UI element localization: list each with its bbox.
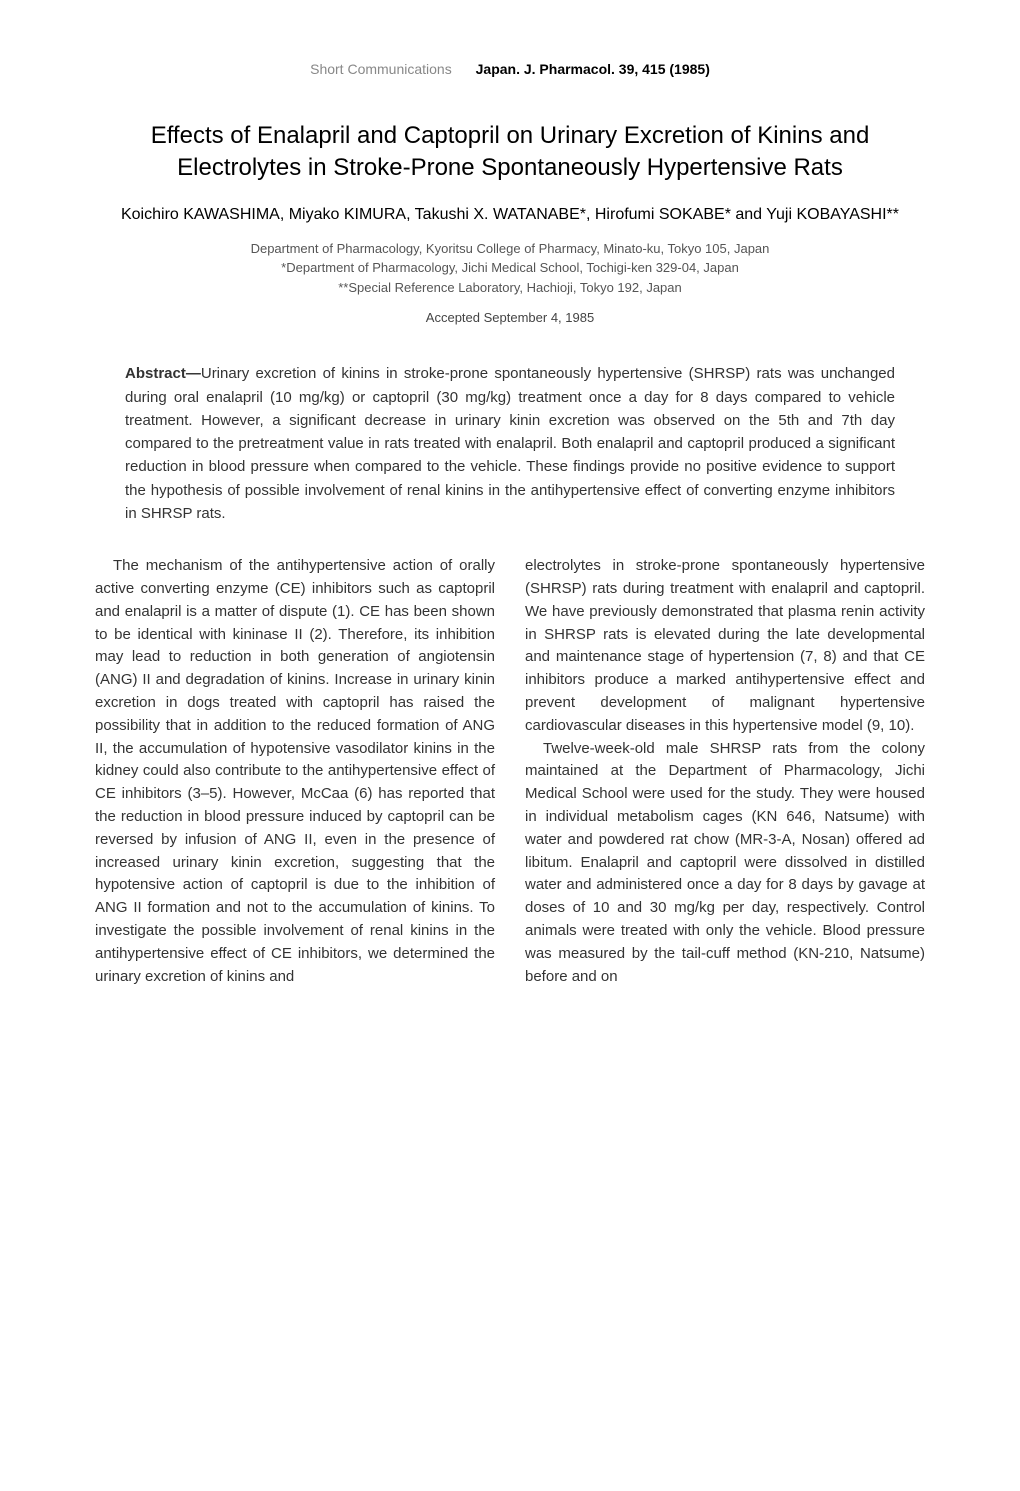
running-header: Short Communications Japan. J. Pharmacol… xyxy=(95,60,925,80)
affiliation-line: *Department of Pharmacology, Jichi Medic… xyxy=(95,258,925,278)
article-title: Effects of Enalapril and Captopril on Ur… xyxy=(95,120,925,185)
short-communications-label: Short Communications xyxy=(310,61,452,77)
journal-citation: Japan. J. Pharmacol. 39, 415 (1985) xyxy=(476,61,710,77)
abstract-text: Urinary excretion of kinins in stroke-pr… xyxy=(125,365,895,522)
left-column: The mechanism of the antihypertensive ac… xyxy=(95,555,495,988)
affiliation-line: Department of Pharmacology, Kyoritsu Col… xyxy=(95,239,925,259)
authors-line: Koichiro KAWASHIMA, Miyako KIMURA, Takus… xyxy=(95,204,925,226)
affiliations-block: Department of Pharmacology, Kyoritsu Col… xyxy=(95,239,925,298)
abstract-label: Abstract— xyxy=(125,365,201,382)
body-paragraph: The mechanism of the antihypertensive ac… xyxy=(95,555,495,988)
body-paragraph: electrolytes in stroke-prone spontaneous… xyxy=(525,555,925,737)
body-columns: The mechanism of the antihypertensive ac… xyxy=(95,555,925,988)
abstract-block: Abstract—Urinary excretion of kinins in … xyxy=(95,362,925,525)
affiliation-line: **Special Reference Laboratory, Hachioji… xyxy=(95,278,925,298)
accepted-date: Accepted September 4, 1985 xyxy=(95,309,925,327)
body-paragraph: Twelve-week-old male SHRSP rats from the… xyxy=(525,738,925,989)
right-column: electrolytes in stroke-prone spontaneous… xyxy=(525,555,925,988)
